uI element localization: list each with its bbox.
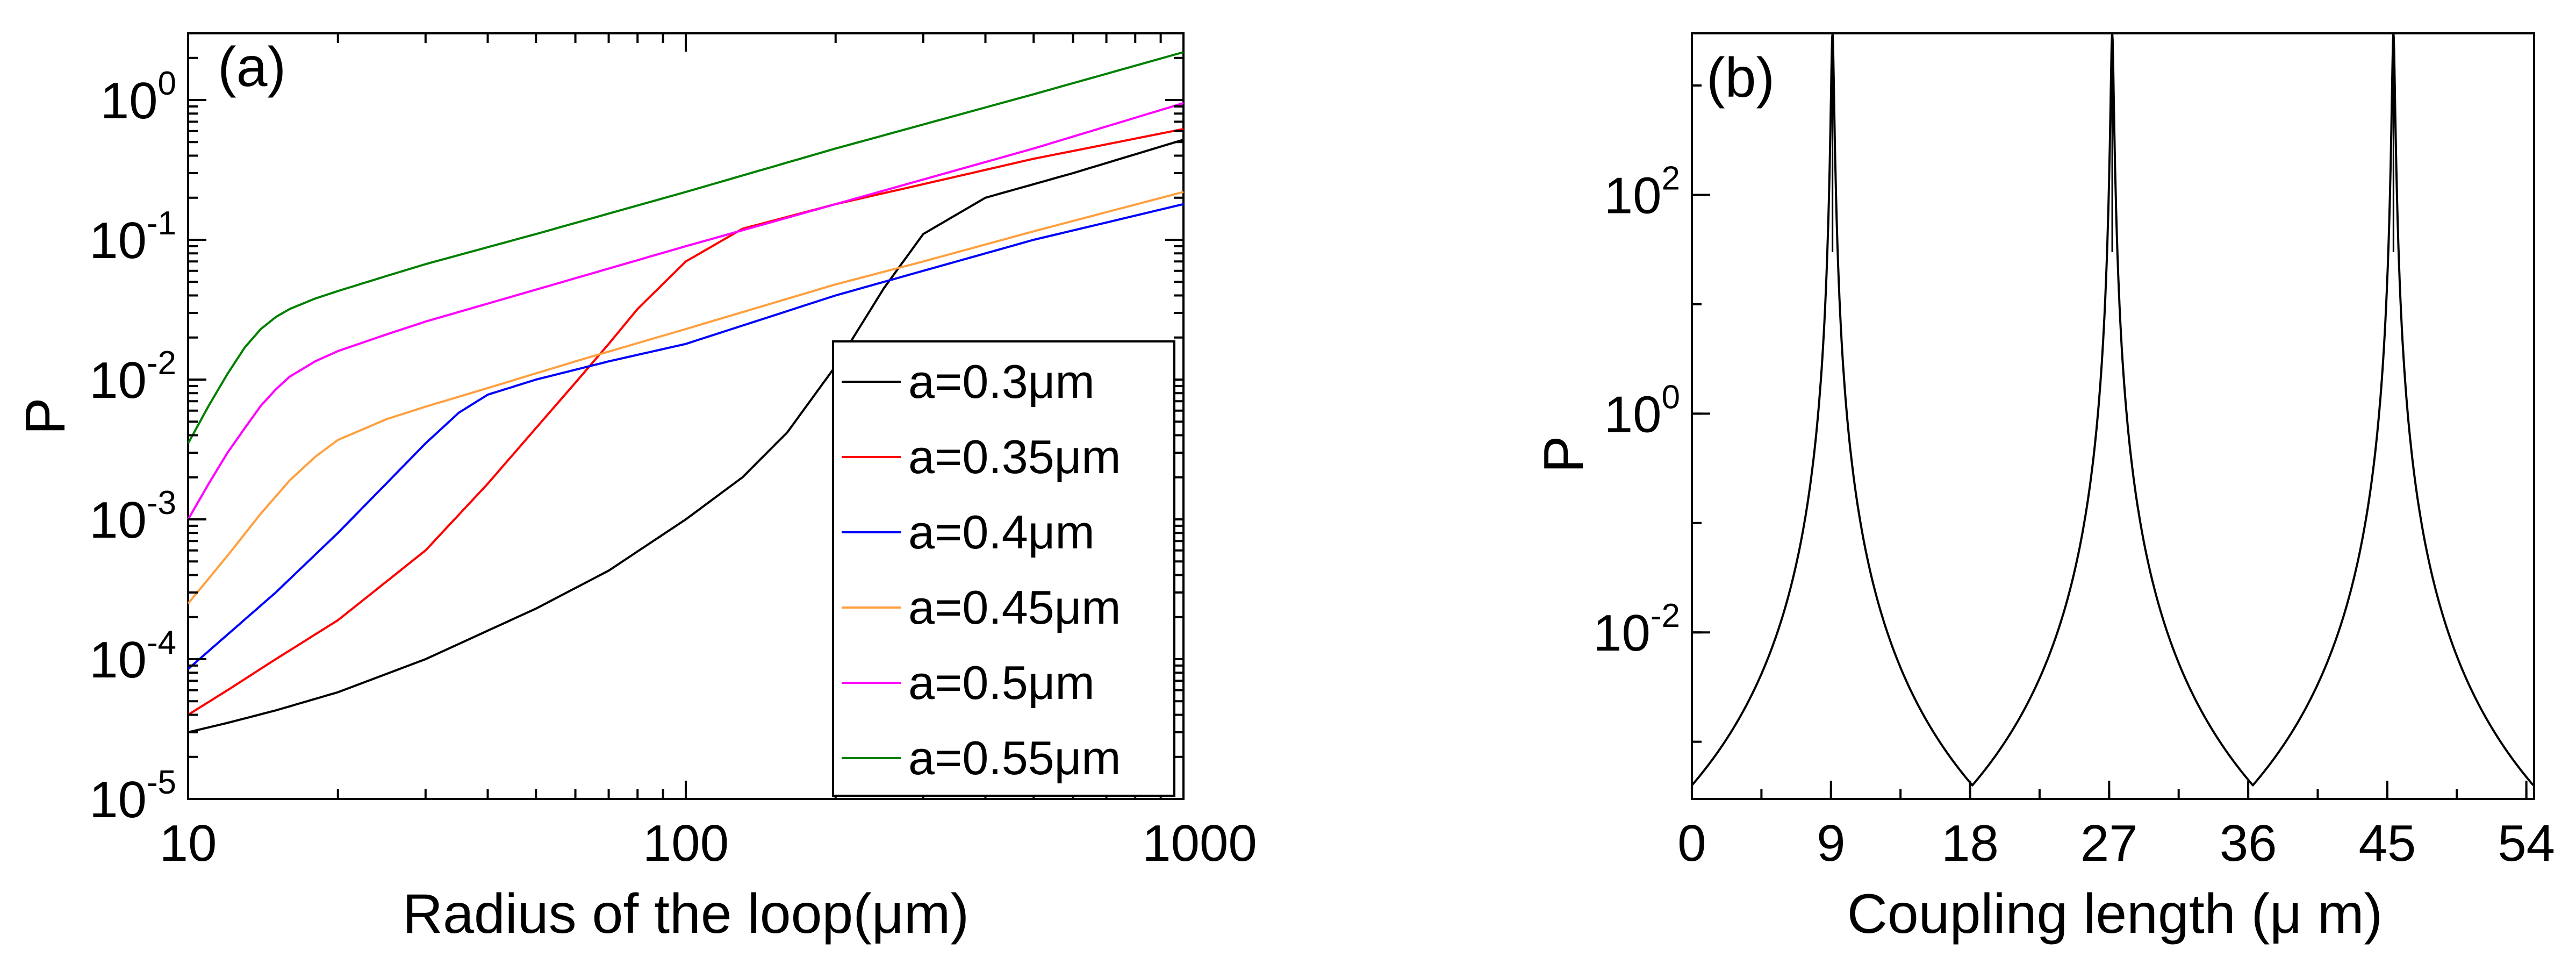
chart-b-y-ticks: 10-2 100 102 xyxy=(1593,84,1710,743)
chart-a-series-line-4 xyxy=(187,102,1184,520)
chart-b-y-tick-label: 102 xyxy=(1604,160,1680,224)
chart-a-y-axis-label: P xyxy=(15,397,77,434)
chart-a-x-ticks: 10 100 1000 xyxy=(160,33,1257,872)
chart-a-series-line-5 xyxy=(187,51,1184,444)
chart-b-y-tick-label: 10-2 xyxy=(1593,597,1680,662)
chart-a-x-tick-label: 1000 xyxy=(1142,815,1257,872)
chart-a-panel-label: (a) xyxy=(218,36,286,98)
chart-a-x-tick-label: 100 xyxy=(643,815,729,872)
chart-b-x-tick-label: 18 xyxy=(1941,815,1999,872)
chart-a-series-group xyxy=(187,51,1184,733)
chart-a-y-tick-label: 10-3 xyxy=(89,484,176,549)
chart-b-x-tick-label: 27 xyxy=(2080,815,2138,872)
chart-b-y-tick-label: 100 xyxy=(1604,379,1680,443)
chart-b-x-tick-label: 0 xyxy=(1677,815,1706,872)
chart-a-legend: a=0.3μm a=0.35μm a=0.4μm a=0.45μm a=0.5μm a=0… xyxy=(832,340,1175,797)
legend-box xyxy=(832,340,1175,797)
legend-label-4: a=0.5μm xyxy=(908,656,1095,709)
chart-b-series-group xyxy=(1691,32,2535,787)
chart-a-y-tick-label: 10-5 xyxy=(89,764,176,829)
chart-b-x-ticks: 0 9 18 27 36 45 54 xyxy=(1677,781,2555,872)
chart-a-x-tick-label: 10 xyxy=(160,815,217,872)
chart-b-panel-label: (b) xyxy=(1706,47,1775,109)
chart-a: 10 100 1000 10-5 10-4 10-3 10-2 10-1 100 (a) Ra… xyxy=(15,32,1257,945)
chart-a-series-line-3 xyxy=(187,191,1184,604)
chart-b-x-tick-label: 45 xyxy=(2358,815,2416,872)
legend-label-3: a=0.45μm xyxy=(908,581,1121,634)
chart-b-y-axis-label: P xyxy=(1533,435,1595,473)
chart-b-x-tick-label: 36 xyxy=(2220,815,2277,872)
chart-a-y-tick-label: 10-2 xyxy=(89,345,176,409)
legend-label-5: a=0.55μm xyxy=(908,731,1121,784)
legend-label-0: a=0.3μm xyxy=(908,355,1095,408)
chart-b-x-axis-label: Coupling length (μ m) xyxy=(1847,883,2383,945)
chart-a-series-line-1 xyxy=(187,128,1184,716)
chart-a-y-tick-label: 100 xyxy=(101,65,176,130)
chart-a-series-line-0 xyxy=(188,138,1184,733)
chart-a-y-tick-label: 10-1 xyxy=(89,205,176,269)
chart-a-x-axis-label: Radius of the loop(μm) xyxy=(403,883,969,945)
chart-a-y-tick-label: 10-4 xyxy=(89,624,176,689)
chart-a-y-ticks: 10-5 10-4 10-3 10-2 10-1 100 xyxy=(89,32,1183,829)
chart-a-series-line-2 xyxy=(187,203,1184,670)
chart-b: 0 9 18 27 36 45 54 10-2 100 102 (b) Coupling len… xyxy=(1533,32,2555,945)
chart-b-x-tick-label: 54 xyxy=(2498,815,2555,872)
legend-label-2: a=0.4μm xyxy=(908,505,1095,559)
chart-b-x-tick-label: 9 xyxy=(1817,815,1845,872)
legend-label-1: a=0.35μm xyxy=(908,430,1121,483)
